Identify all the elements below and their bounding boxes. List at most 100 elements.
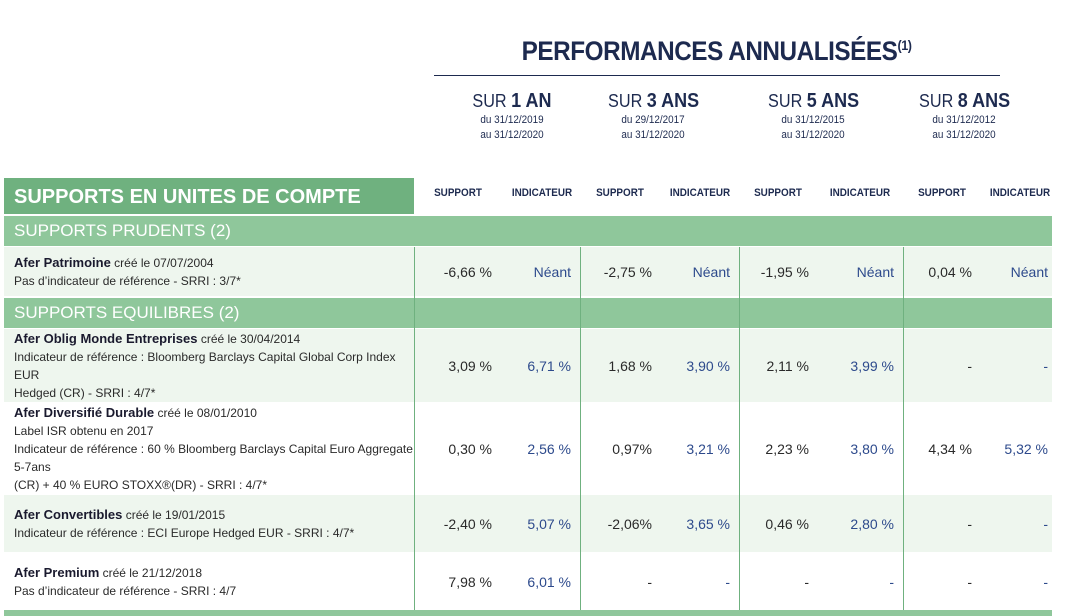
value-support-8ans: - <box>967 357 972 374</box>
section-overlay <box>4 298 1052 328</box>
col-header-support: SUPPORT <box>434 187 482 199</box>
value-indicateur-5ans: 2,80 % <box>850 515 894 532</box>
value-support-3ans: -2,06% <box>607 515 652 532</box>
value-support-5ans: 2,23 % <box>765 440 809 457</box>
value-support-1an: 0,30 % <box>448 440 492 457</box>
value-support-1an: -2,40 % <box>443 515 492 532</box>
value-support-8ans: 4,34 % <box>928 440 972 457</box>
period-from-date: du 31/12/2012 <box>932 114 996 126</box>
value-indicateur-3ans: 3,21 % <box>686 440 730 457</box>
col-header-indicateur: INDICATEUR <box>511 187 573 199</box>
column-separator <box>580 247 581 616</box>
value-support-1an: 3,09 % <box>448 357 492 374</box>
value-indicateur-1an: 2,56 % <box>527 440 571 457</box>
fund-detail-line: Hedged (CR) - SRRI : 4/7* <box>14 385 156 400</box>
value-support-5ans: -1,95 % <box>760 263 809 280</box>
period-8-years: SUR 8 ANS du 31/12/2012 au 31/12/2020 <box>919 90 1011 141</box>
period-5-years: SUR 5 ANS du 31/12/2015 au 31/12/2020 <box>768 90 860 141</box>
value-support-5ans: - <box>804 573 809 590</box>
value-support-3ans: 1,68 % <box>608 357 652 374</box>
table-row: Afer Oblig Monde Entreprises créé le 30/… <box>4 329 1052 402</box>
fund-name: Afer Convertibles <box>14 506 123 522</box>
fund-detail-line: Indicateur de référence : ECI Europe Hed… <box>14 525 355 540</box>
period-3-years: SUR 3 ANS du 29/12/2017 au 31/12/2020 <box>608 90 700 141</box>
fund-detail-line: Indicateur de référence : Bloomberg Barc… <box>14 349 396 382</box>
next-section-strip <box>4 610 1052 616</box>
fund-description: Afer Premium créé le 21/12/2018 Pas d’in… <box>14 553 414 610</box>
value-indicateur-8ans: - <box>1043 515 1048 532</box>
fund-name: Afer Premium <box>14 564 100 580</box>
fund-name: Afer Patrimoine <box>14 254 111 270</box>
period-1-year: SUR 1 AN du 31/12/2019 au 31/12/2020 <box>462 90 562 143</box>
value-indicateur-8ans: 5,32 % <box>1004 440 1048 457</box>
column-separator <box>414 247 415 616</box>
performance-title-block: PERFORMANCES ANNUALISÉES(1) <box>434 36 1000 67</box>
value-indicateur-1an: 6,71 % <box>527 357 571 374</box>
value-indicateur-1an: 6,01 % <box>527 573 571 590</box>
value-indicateur-3ans: Néant <box>692 263 730 280</box>
page-title: PERFORMANCES ANNUALISÉES(1) <box>522 36 913 66</box>
period-to-date: au 31/12/2020 <box>781 129 845 141</box>
value-support-5ans: 0,46 % <box>765 515 809 532</box>
value-indicateur-5ans: 3,99 % <box>850 357 894 374</box>
value-indicateur-1an: Néant <box>533 263 571 280</box>
column-separator <box>903 247 904 616</box>
fund-created-date: créé le 07/07/2004 <box>110 255 214 270</box>
fund-detail-line: Label ISR obtenu en 2017 <box>14 423 154 438</box>
value-support-8ans: - <box>967 573 972 590</box>
col-header-support: SUPPORT <box>754 187 802 199</box>
section-supports-equilibres: SUPPORTS EQUILIBRES (2) <box>4 298 1052 328</box>
supports-uc-header: SUPPORTS EN UNITES DE COMPTE <box>4 178 414 214</box>
fund-description: Afer Convertibles créé le 19/01/2015 Ind… <box>14 495 414 552</box>
table-row: Afer Premium créé le 21/12/2018 Pas d’in… <box>4 553 1052 610</box>
title-footnote-mark: (1) <box>897 37 913 53</box>
fund-detail-line: (CR) + 40 % EURO STOXX®(DR) - SRRI : 4/7… <box>14 477 268 492</box>
period-from-date: du 31/12/2019 <box>480 114 544 126</box>
value-support-5ans: 2,11 % <box>766 357 809 374</box>
table-row: Afer Patrimoine créé le 07/07/2004 Pas d… <box>4 247 1052 296</box>
value-indicateur-8ans: - <box>1043 573 1048 590</box>
value-indicateur-5ans: 3,80 % <box>850 440 894 457</box>
fund-created-date: créé le 08/01/2010 <box>154 405 257 420</box>
fund-description: Afer Oblig Monde Entreprises créé le 30/… <box>14 329 414 402</box>
value-indicateur-3ans: 3,65 % <box>686 515 730 532</box>
col-header-indicateur: INDICATEUR <box>669 187 731 199</box>
fund-name: Afer Diversifié Durable <box>14 404 155 420</box>
fund-created-date: créé le 21/12/2018 <box>99 565 202 580</box>
fund-created-date: créé le 19/01/2015 <box>122 507 226 522</box>
value-support-3ans: -2,75 % <box>603 263 652 280</box>
fund-detail-line: Pas d’indicateur de référence - SRRI : 3… <box>14 273 241 288</box>
section-supports-prudents: SUPPORTS PRUDENTS (2) <box>4 216 1052 246</box>
period-to-date: au 31/12/2020 <box>621 129 685 141</box>
value-support-1an: 7,98 % <box>448 573 492 590</box>
table-row: Afer Diversifié Durable créé le 08/01/20… <box>4 403 1052 494</box>
period-to-date: au 31/12/2020 <box>480 129 544 141</box>
value-support-8ans: 0,04 % <box>928 263 972 280</box>
fund-detail-line: Indicateur de référence : 60 % Bloomberg… <box>14 441 413 474</box>
fund-name: Afer Oblig Monde Entreprises <box>14 330 198 346</box>
title-divider <box>434 75 1000 76</box>
value-indicateur-3ans: - <box>725 573 730 590</box>
fund-description: Afer Diversifié Durable créé le 08/01/20… <box>14 403 414 494</box>
value-indicateur-8ans: - <box>1043 357 1048 374</box>
period-to-date: au 31/12/2020 <box>932 129 996 141</box>
column-separator <box>739 247 740 616</box>
value-indicateur-1an: 5,07 % <box>527 515 571 532</box>
fund-description: Afer Patrimoine créé le 07/07/2004 Pas d… <box>14 247 414 296</box>
col-header-indicateur: INDICATEUR <box>989 187 1051 199</box>
value-support-1an: -6,66 % <box>443 263 492 280</box>
period-from-date: du 29/12/2017 <box>621 114 685 126</box>
fund-detail-line: Pas d’indicateur de référence - SRRI : 4… <box>14 583 237 598</box>
value-indicateur-5ans: Néant <box>856 263 894 280</box>
value-indicateur-8ans: Néant <box>1010 263 1048 280</box>
period-from-date: du 31/12/2015 <box>781 114 845 126</box>
col-header-indicateur: INDICATEUR <box>829 187 891 199</box>
fund-created-date: créé le 30/04/2014 <box>197 331 301 346</box>
table-row: Afer Convertibles créé le 19/01/2015 Ind… <box>4 495 1052 552</box>
value-indicateur-3ans: 3,90 % <box>686 357 730 374</box>
col-header-support: SUPPORT <box>918 187 966 199</box>
col-header-support: SUPPORT <box>596 187 644 199</box>
value-support-3ans: - <box>647 573 652 590</box>
value-support-3ans: 0,97% <box>612 440 652 457</box>
value-support-8ans: - <box>967 515 972 532</box>
